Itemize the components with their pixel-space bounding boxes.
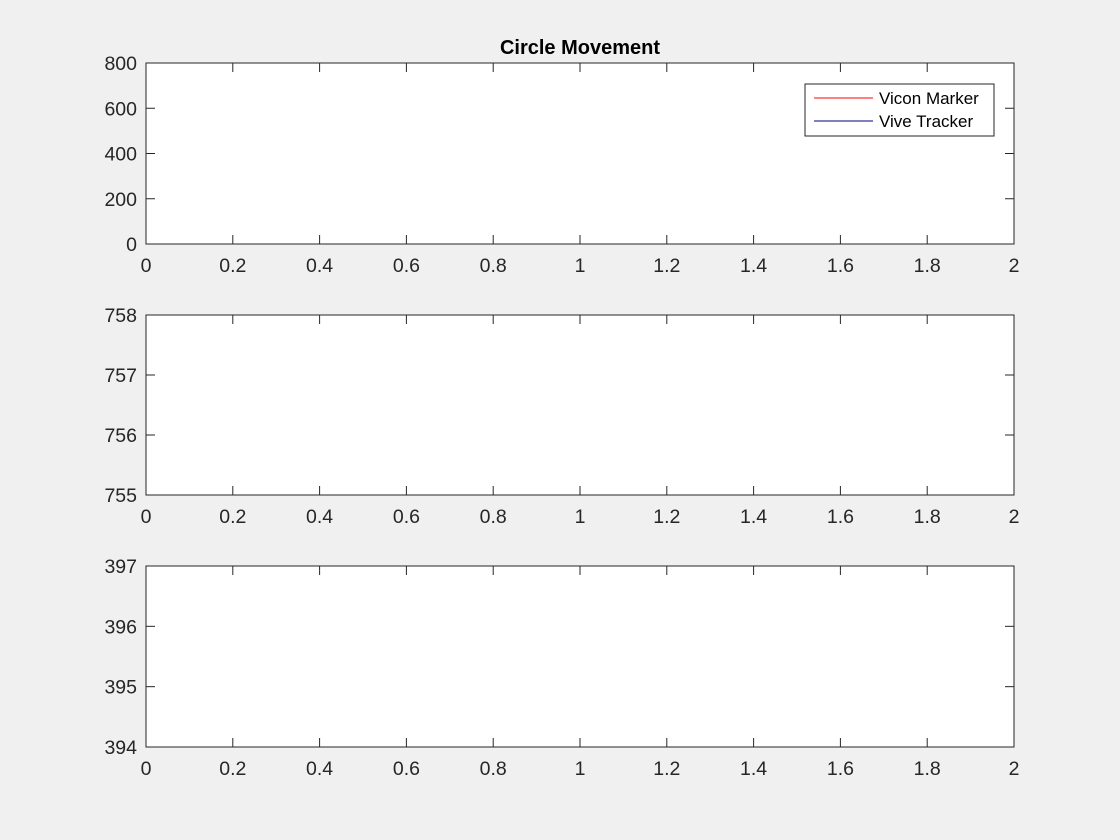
- x-tick-label: 0.6: [393, 758, 420, 780]
- x-tick-label: 1.4: [740, 506, 767, 528]
- subplot-3: 0 0.2 0.4 0.6 0.8 1 1.2 1.4 1.6 1.8 2 394 395 396 397: [104, 556, 1019, 780]
- x-tick-label: 1: [575, 758, 586, 780]
- x-tick-label: 0.4: [306, 506, 333, 528]
- x-tick-label: 0.8: [480, 255, 507, 277]
- x-tick-label: 0: [141, 506, 152, 528]
- x-tick-label: 0.8: [480, 758, 507, 780]
- chart-title: Circle Movement: [500, 37, 660, 59]
- y-tick-label: 757: [104, 365, 137, 387]
- x-tick-label: 1.4: [740, 758, 767, 780]
- x-tick-label: 0: [141, 758, 152, 780]
- x-tick-label: 0.6: [393, 506, 420, 528]
- y-tick-label: 396: [104, 616, 137, 638]
- x-tick-label: 2: [1009, 506, 1020, 528]
- x-tick-label: 0.2: [219, 255, 246, 277]
- legend-box: [804, 83, 995, 137]
- x-tick-label: 0.4: [306, 758, 333, 780]
- y-tick-label: 800: [104, 53, 137, 75]
- x-tick-label: 0: [141, 255, 152, 277]
- x-tick-label: 0.8: [480, 506, 507, 528]
- axes-box: [145, 565, 1015, 748]
- x-tick-label: 1.6: [827, 758, 854, 780]
- x-tick-label: 1.8: [914, 255, 941, 277]
- x-tick-label: 1.6: [827, 255, 854, 277]
- y-tick-label: 394: [104, 737, 137, 759]
- y-tick-label: 397: [104, 556, 137, 578]
- y-tick-label: 756: [104, 425, 137, 447]
- legend-label: Vive Tracker: [879, 112, 974, 131]
- y-tick-label: 758: [104, 305, 137, 327]
- x-tick-label: 2: [1009, 255, 1020, 277]
- x-tick-label: 0.2: [219, 758, 246, 780]
- subplot-2: 0 0.2 0.4 0.6 0.8 1 1.2 1.4 1.6 1.8 2 755 756 757 758: [104, 305, 1019, 528]
- y-tick-label: 400: [104, 144, 137, 166]
- x-tick-label: 1.8: [914, 758, 941, 780]
- y-tick-label: 0: [126, 234, 137, 256]
- subplots: 0 0.2 0.4 0.6 0.8 1 1.2 1.4 1.6 1.8 20200400600800…: [104, 37, 1019, 780]
- y-tick-label: 395: [104, 677, 137, 699]
- subplot-1: 0 0.2 0.4 0.6 0.8 1 1.2 1.4 1.6 1.8 2 0 200 400 600 800…: [104, 37, 1019, 277]
- axes-box: [145, 314, 1015, 496]
- legend: Vicon Marker Vive Tracker: [804, 83, 995, 137]
- y-tick-label: 600: [104, 98, 137, 120]
- x-tick-label: 1.6: [827, 506, 854, 528]
- x-tick-label: 1: [575, 506, 586, 528]
- x-tick-label: 1.2: [653, 506, 680, 528]
- x-tick-label: 0.6: [393, 255, 420, 277]
- x-tick-label: 1.2: [653, 758, 680, 780]
- x-tick-label: 1.8: [914, 506, 941, 528]
- x-tick-label: 2: [1009, 758, 1020, 780]
- legend-label: Vicon Marker: [879, 89, 979, 108]
- x-tick-label: 1.2: [653, 255, 680, 277]
- y-tick-label: 755: [104, 485, 137, 507]
- y-tick-label: 200: [104, 189, 137, 211]
- x-tick-label: 1: [575, 255, 586, 277]
- x-tick-label: 0.4: [306, 255, 333, 277]
- x-tick-label: 1.4: [740, 255, 767, 277]
- x-tick-label: 0.2: [219, 506, 246, 528]
